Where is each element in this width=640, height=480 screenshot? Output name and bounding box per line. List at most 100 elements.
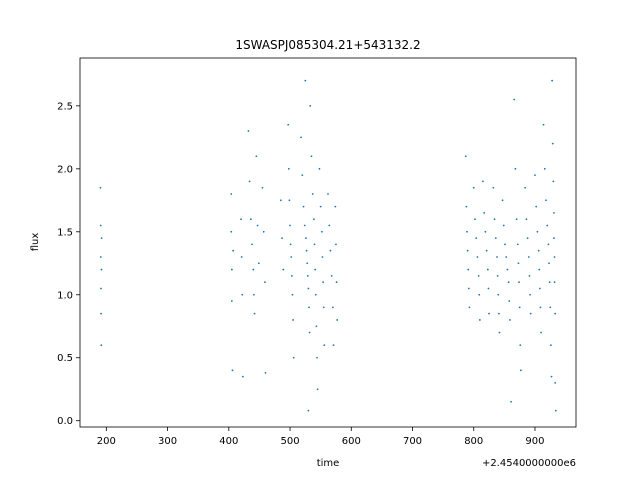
data-point xyxy=(306,262,309,265)
data-point xyxy=(307,287,310,290)
data-point xyxy=(518,281,520,284)
data-point xyxy=(311,193,314,195)
data-point xyxy=(292,356,295,359)
data-point xyxy=(232,249,234,252)
data-point xyxy=(316,388,319,391)
data-point xyxy=(281,237,283,239)
data-point xyxy=(308,331,311,334)
data-point xyxy=(527,256,530,258)
data-point xyxy=(516,243,519,246)
data-point xyxy=(506,268,509,271)
data-point xyxy=(553,281,556,284)
data-point xyxy=(534,174,536,177)
data-point xyxy=(535,205,538,208)
data-point xyxy=(240,256,243,258)
data-point xyxy=(465,205,468,208)
y-tick-label: 2.0 xyxy=(57,164,73,175)
data-point xyxy=(539,306,542,309)
data-point xyxy=(321,256,324,258)
data-point xyxy=(488,312,490,315)
data-point xyxy=(548,281,551,284)
data-point xyxy=(256,224,259,227)
data-point xyxy=(551,79,554,82)
data-point xyxy=(318,167,321,170)
data-point xyxy=(100,268,103,271)
x-tick-label: 900 xyxy=(525,436,544,447)
data-point xyxy=(546,224,549,227)
data-point xyxy=(291,293,294,296)
data-point xyxy=(289,224,291,227)
y-tick-label: 1.0 xyxy=(57,290,73,301)
data-point xyxy=(554,409,557,412)
data-point xyxy=(253,293,255,296)
chart-title: 1SWASPJ085304.21+543132.2 xyxy=(235,38,420,52)
data-point xyxy=(529,293,531,296)
data-point xyxy=(477,274,480,277)
data-point xyxy=(255,155,258,158)
data-point xyxy=(496,274,499,277)
data-point xyxy=(99,224,102,227)
x-offset-label: +2.4540000000e6 xyxy=(482,458,576,469)
data-point xyxy=(553,212,555,214)
data-point xyxy=(330,274,333,277)
data-point xyxy=(484,230,487,233)
data-point xyxy=(303,224,306,227)
y-axis-label: flux xyxy=(30,233,41,252)
data-point xyxy=(309,104,312,107)
data-point xyxy=(336,319,339,321)
data-point xyxy=(262,230,265,233)
data-point xyxy=(513,98,516,101)
data-point xyxy=(305,249,308,252)
data-point xyxy=(517,262,520,265)
data-point xyxy=(335,281,338,284)
data-point xyxy=(301,174,304,177)
data-point xyxy=(529,312,532,315)
data-point xyxy=(510,400,512,403)
data-point xyxy=(307,409,310,412)
data-point xyxy=(327,193,329,195)
data-point xyxy=(251,243,253,246)
data-point xyxy=(249,218,252,221)
data-point xyxy=(528,274,531,277)
data-point xyxy=(322,306,325,309)
y-tick-label: 1.5 xyxy=(57,227,73,238)
data-point xyxy=(467,287,470,290)
data-point xyxy=(100,344,103,347)
data-point xyxy=(515,218,518,221)
data-point xyxy=(292,319,294,321)
data-point xyxy=(306,274,309,277)
data-point xyxy=(231,369,234,372)
data-point xyxy=(475,237,478,239)
x-axis-label: time xyxy=(317,458,340,469)
data-point xyxy=(554,382,557,384)
data-point xyxy=(305,237,307,239)
data-point xyxy=(550,375,553,378)
data-point xyxy=(547,243,550,246)
data-point xyxy=(287,123,290,126)
data-point xyxy=(329,249,332,252)
data-point xyxy=(99,256,102,258)
data-point xyxy=(543,167,546,170)
data-point xyxy=(290,256,293,258)
data-point xyxy=(474,218,476,221)
data-point xyxy=(467,268,470,271)
data-point xyxy=(322,281,324,284)
data-point xyxy=(300,136,302,139)
data-point xyxy=(492,186,495,189)
data-point xyxy=(282,268,285,271)
data-point xyxy=(320,230,323,233)
data-point xyxy=(335,243,337,246)
data-point xyxy=(548,262,550,265)
x-tick-label: 500 xyxy=(280,436,299,447)
data-point xyxy=(497,312,500,315)
data-point xyxy=(304,79,307,82)
data-point xyxy=(328,224,331,227)
data-point xyxy=(279,199,282,202)
y-tick-label: 0.0 xyxy=(57,416,73,427)
data-point xyxy=(525,218,528,221)
data-point xyxy=(476,256,479,258)
data-point xyxy=(554,312,557,315)
data-point xyxy=(478,319,481,321)
data-point xyxy=(496,256,498,258)
data-point xyxy=(504,243,506,246)
